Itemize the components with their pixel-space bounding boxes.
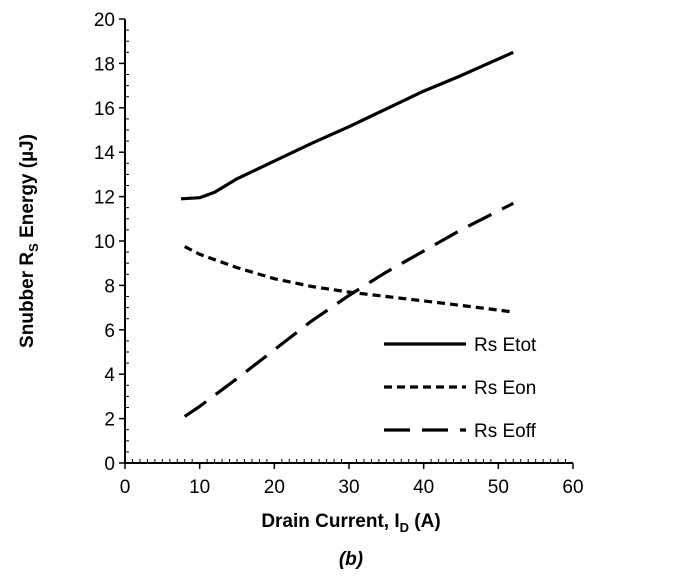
legend-label-3: Rs Eoff <box>474 421 537 442</box>
x-tick-label: 10 <box>189 477 210 498</box>
x-tick-label: 30 <box>338 477 359 498</box>
y-tick-label: 2 <box>104 410 115 431</box>
tick-labels: 0 2 4 6 8 10 12 14 16 18 20 0 10 20 30 40 50 60 <box>94 10 584 498</box>
series-lines <box>180 50 515 418</box>
x-tick-label: 50 <box>488 477 509 498</box>
x-tick-label: 20 <box>264 477 285 498</box>
y-tick-label: 20 <box>94 10 115 31</box>
legend-label-1: Rs Etot <box>474 335 537 356</box>
series-line-2 <box>183 245 514 314</box>
x-tick-label: 0 <box>120 477 131 498</box>
x-axis-title: Drain Current, ID (A) <box>261 511 440 535</box>
y-tick-label: 10 <box>94 232 115 253</box>
legend: Rs Etot Rs Eon Rs Eoff <box>368 318 568 458</box>
y-tick-label: 16 <box>94 99 115 120</box>
y-tick-label: 18 <box>94 54 115 75</box>
axis-ticks <box>119 18 574 469</box>
legend-label-2: Rs Eon <box>474 378 536 399</box>
y-tick-label: 4 <box>104 365 115 386</box>
series-line-1 <box>180 50 514 201</box>
y-tick-label: 12 <box>94 188 115 209</box>
x-tick-label: 40 <box>413 477 434 498</box>
figure-caption: (b) <box>339 549 363 570</box>
y-tick-label: 14 <box>94 143 116 164</box>
y-axis-title: Snubber RS Energy (µJ) <box>17 134 41 348</box>
x-tick-label: 60 <box>562 477 583 498</box>
y-tick-label: 0 <box>104 454 115 475</box>
y-tick-label: 6 <box>104 321 115 342</box>
series-line-3 <box>183 201 515 418</box>
y-tick-label: 8 <box>104 276 115 297</box>
